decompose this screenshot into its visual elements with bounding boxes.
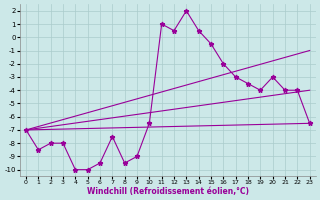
X-axis label: Windchill (Refroidissement éolien,°C): Windchill (Refroidissement éolien,°C)	[87, 187, 249, 196]
